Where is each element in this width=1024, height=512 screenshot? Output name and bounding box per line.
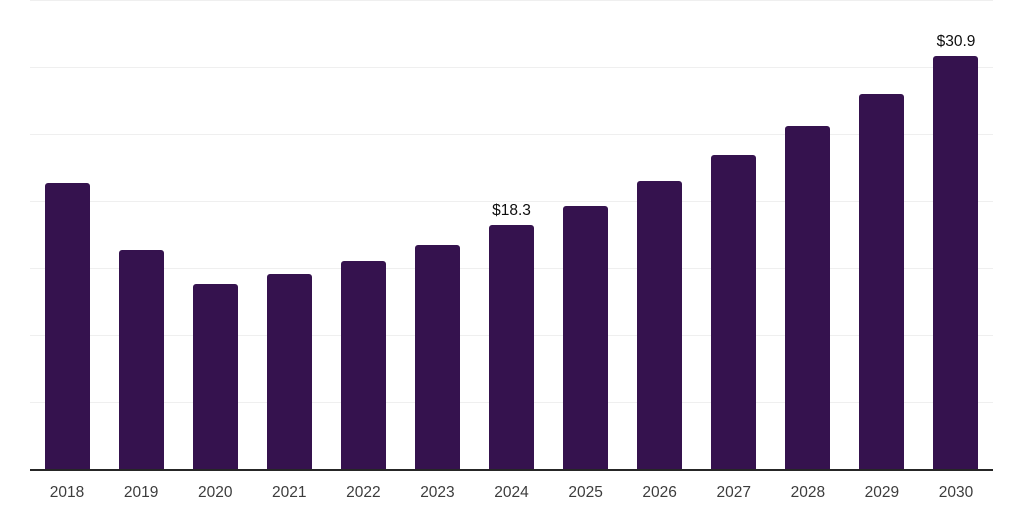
gridline-35 bbox=[30, 0, 993, 1]
bar-slot-2024: $18.3 bbox=[474, 0, 548, 470]
bar-2029 bbox=[859, 93, 905, 470]
x-label-2025: 2025 bbox=[568, 484, 603, 501]
bar-slot-2026 bbox=[623, 0, 697, 470]
x-label-2027: 2027 bbox=[716, 484, 751, 501]
bar-2019 bbox=[118, 250, 164, 470]
x-label-2026: 2026 bbox=[642, 484, 677, 501]
x-label-2019: 2019 bbox=[123, 484, 159, 501]
gridline-25 bbox=[30, 134, 993, 135]
gridline-30 bbox=[30, 67, 993, 68]
bar-2024 bbox=[489, 224, 534, 470]
bar-2028 bbox=[785, 125, 831, 470]
x-label-2018: 2018 bbox=[49, 484, 85, 501]
x-label-2020: 2020 bbox=[197, 484, 233, 501]
x-label-2023: 2023 bbox=[420, 484, 455, 501]
bar-2023 bbox=[414, 244, 460, 470]
bar-2026 bbox=[637, 180, 683, 470]
bar-slot-2028 bbox=[771, 0, 845, 470]
bar-slot-2029 bbox=[845, 0, 919, 470]
data-label-2024: $18.3 bbox=[492, 201, 531, 219]
bar-slot-2030: $30.9 bbox=[919, 0, 993, 470]
bar-2030 bbox=[933, 55, 979, 470]
bar-slot-2019 bbox=[104, 0, 178, 470]
bar-slot-2025 bbox=[549, 0, 623, 470]
bar-2021 bbox=[266, 274, 312, 470]
bar-slot-2018 bbox=[30, 0, 104, 470]
bar-2018 bbox=[44, 183, 90, 470]
x-label-2022: 2022 bbox=[346, 484, 381, 501]
bar-slot-2022 bbox=[326, 0, 400, 470]
gridline-20 bbox=[30, 201, 993, 202]
x-label-2029: 2029 bbox=[864, 484, 900, 501]
bar-2025 bbox=[563, 206, 609, 470]
x-label-2030: 2030 bbox=[938, 484, 974, 501]
x-label-2021: 2021 bbox=[272, 484, 307, 501]
bars-row: $18.3 $30.9 bbox=[30, 0, 993, 470]
x-axis-line bbox=[30, 469, 993, 471]
bar-slot-2020 bbox=[178, 0, 252, 470]
bar-slot-2021 bbox=[252, 0, 326, 470]
bar-2020 bbox=[192, 283, 238, 470]
bar-2027 bbox=[711, 155, 757, 470]
plot-area: $18.3 $30.9 bbox=[30, 0, 993, 471]
x-axis-labels: 2018 2019 2020 2021 2022 2023 2024 2025 2026 2027… bbox=[30, 485, 993, 501]
bar-slot-2027 bbox=[697, 0, 771, 470]
data-label-2030: $30.9 bbox=[936, 32, 976, 50]
x-label-2024: 2024 bbox=[494, 484, 529, 501]
bar-2022 bbox=[340, 261, 386, 470]
x-label-2028: 2028 bbox=[790, 484, 826, 501]
bar-slot-2023 bbox=[400, 0, 474, 470]
